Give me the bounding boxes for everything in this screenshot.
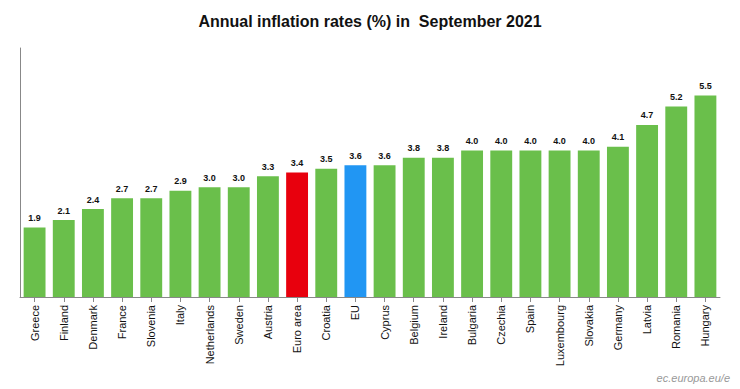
svg-text:Denmark: Denmark — [87, 305, 99, 350]
svg-text:Austria: Austria — [262, 304, 274, 339]
svg-text:Euro area: Euro area — [291, 304, 303, 353]
svg-text:Hungary: Hungary — [699, 305, 711, 347]
svg-text:Italy: Italy — [174, 305, 186, 326]
svg-text:Ireland: Ireland — [437, 305, 449, 339]
svg-text:3.4: 3.4 — [291, 158, 304, 168]
svg-text:3.0: 3.0 — [203, 173, 216, 183]
svg-text:EU: EU — [349, 305, 361, 320]
svg-text:5.2: 5.2 — [670, 92, 683, 102]
svg-text:Finland: Finland — [58, 305, 70, 341]
svg-text:Annual inflation rates (%) in: Annual inflation rates (%) in September … — [198, 13, 541, 30]
svg-text:5.5: 5.5 — [699, 81, 712, 91]
svg-text:Latvia: Latvia — [641, 304, 653, 334]
svg-text:Croatia: Croatia — [320, 304, 332, 340]
svg-text:4.0: 4.0 — [466, 136, 479, 146]
svg-text:4.7: 4.7 — [641, 110, 654, 120]
svg-text:Luxembourg: Luxembourg — [554, 305, 566, 366]
svg-text:3.8: 3.8 — [437, 143, 450, 153]
svg-text:3.6: 3.6 — [349, 151, 362, 161]
svg-text:3.6: 3.6 — [378, 151, 391, 161]
svg-text:Bulgaria: Bulgaria — [466, 304, 478, 345]
svg-text:3.3: 3.3 — [262, 162, 275, 172]
svg-text:Romania: Romania — [670, 304, 682, 349]
svg-text:Germany: Germany — [612, 305, 624, 351]
svg-text:Cyprus: Cyprus — [379, 305, 391, 340]
svg-text:Slovenia: Slovenia — [145, 304, 157, 347]
svg-text:Czechia: Czechia — [495, 304, 507, 345]
svg-text:4.0: 4.0 — [553, 136, 566, 146]
svg-text:Netherlands: Netherlands — [204, 305, 216, 365]
svg-text:Slovakia: Slovakia — [583, 304, 595, 346]
svg-text:France: France — [116, 305, 128, 339]
svg-text:2.1: 2.1 — [57, 206, 70, 216]
svg-text:3.5: 3.5 — [320, 154, 333, 164]
svg-text:ec.europa.eu/e: ec.europa.eu/e — [657, 372, 730, 384]
svg-text:2.7: 2.7 — [116, 184, 129, 194]
svg-text:3.8: 3.8 — [407, 143, 420, 153]
svg-text:1.9: 1.9 — [28, 213, 41, 223]
svg-text:4.0: 4.0 — [582, 136, 595, 146]
svg-text:Spain: Spain — [524, 305, 536, 333]
svg-text:2.4: 2.4 — [87, 195, 100, 205]
svg-text:4.0: 4.0 — [524, 136, 537, 146]
svg-text:3.0: 3.0 — [232, 173, 245, 183]
svg-text:Sweden: Sweden — [233, 305, 245, 345]
svg-text:Greece: Greece — [29, 305, 41, 341]
svg-text:2.9: 2.9 — [174, 176, 187, 186]
svg-text:4.0: 4.0 — [495, 136, 508, 146]
svg-text:2.7: 2.7 — [145, 184, 158, 194]
svg-text:Belgium: Belgium — [408, 305, 420, 345]
svg-text:4.1: 4.1 — [612, 132, 625, 142]
